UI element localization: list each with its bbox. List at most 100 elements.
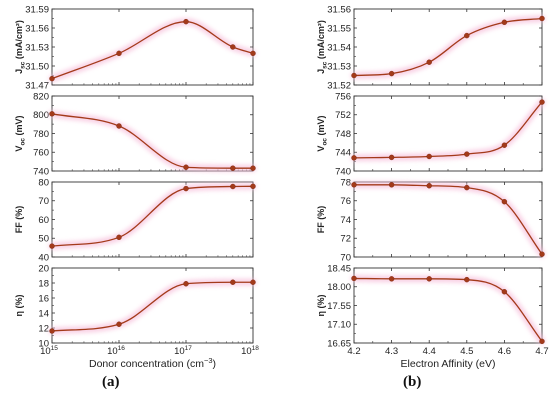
data-point — [183, 281, 189, 287]
data-point — [49, 111, 55, 117]
data-point — [116, 50, 122, 57]
data-point — [351, 72, 357, 79]
y-tick-label: 18.00 — [327, 282, 351, 293]
series-glow — [48, 110, 257, 172]
data-point — [501, 142, 508, 148]
data-point — [539, 338, 545, 345]
series-line — [51, 281, 253, 332]
figure: 31.47 31.50 31.53 31.56 31.59 Jsc (mA/cm²) 740… — [14, 4, 549, 370]
data-point — [250, 279, 256, 285]
y-axis-title: Voc (mV) — [316, 115, 329, 151]
y-tick-label: 820 — [33, 91, 49, 102]
y-tick-label: 31.52 — [327, 80, 351, 91]
y-tick-label: 31.56 — [25, 23, 49, 34]
data-point — [388, 154, 395, 161]
y-axis-title: FF (%) — [14, 206, 24, 234]
data-point — [426, 276, 432, 282]
x-tick-label: 4.7 — [535, 346, 548, 357]
subplot-b-eta: 16.65 17.10 17.55 18.00 18.45 4.2 4.3 4.4 4.5 4.6… — [316, 263, 549, 370]
y-tick-label: 31.54 — [327, 42, 351, 53]
data-point — [539, 251, 545, 257]
data-point — [250, 50, 256, 57]
y-tick-label: 80 — [38, 177, 49, 188]
panel-label-b: (b) — [403, 374, 422, 390]
y-tick-label: 752 — [335, 110, 351, 121]
data-point — [351, 182, 357, 188]
data-point — [539, 99, 545, 105]
y-tick-label: 31.47 — [25, 80, 49, 91]
data-point — [116, 321, 122, 327]
axes-frame — [353, 181, 543, 258]
series-glow — [350, 98, 546, 162]
subplot-b-voc: 740 744 748 752 756 Voc (mV) — [316, 91, 546, 177]
data-point — [116, 123, 122, 129]
x-tick-label: 1015 — [40, 345, 58, 357]
data-point — [230, 165, 236, 171]
data-point — [250, 165, 256, 171]
subplot-a-ff: 40 50 60 70 80 FF (%) — [14, 177, 257, 263]
data-point — [49, 75, 55, 82]
subplot-b-jsc: 31.52 31.53 31.54 31.55 31.56 Jsc (mA/cm²) — [316, 4, 546, 91]
y-tick-label: 740 — [33, 166, 49, 177]
y-tick-label: 760 — [33, 148, 49, 159]
data-point — [250, 183, 256, 190]
y-tick-label: 800 — [33, 110, 49, 121]
data-point — [49, 328, 55, 334]
series-glow — [350, 274, 546, 345]
data-point — [464, 151, 470, 157]
data-point — [388, 182, 395, 188]
data-point — [49, 243, 55, 249]
x-axis-title: Electron Affinity (eV) — [401, 358, 496, 370]
x-tick-label: 4.5 — [460, 346, 473, 357]
y-tick-label: 78 — [340, 177, 351, 188]
data-point — [388, 70, 395, 77]
subplot-a-voc: 740 760 780 800 820 Voc (mV) — [14, 91, 257, 177]
data-point — [501, 289, 508, 295]
subplot-a-eta: 10 12 14 16 18 20 1015 1016 1017 1018 Donor concen… — [14, 263, 259, 370]
y-axis-title: Jsc (mA/cm²) — [316, 20, 329, 74]
y-tick-label: 74 — [340, 215, 351, 226]
y-tick-label: 18 — [38, 278, 49, 289]
y-tick-label: 18.45 — [327, 263, 351, 274]
y-axis-title: Jsc (mA/cm²) — [14, 20, 27, 74]
series-line — [354, 184, 543, 255]
x-tick-label: 1016 — [107, 345, 125, 357]
data-point — [183, 164, 189, 170]
y-tick-label: 20 — [38, 263, 49, 274]
series-line — [353, 277, 543, 342]
x-tick-label: 4.6 — [498, 346, 511, 357]
data-point — [388, 276, 395, 282]
y-tick-label: 14 — [38, 308, 49, 319]
x-tick-label: 1018 — [241, 345, 259, 357]
series-glow — [48, 278, 257, 335]
x-tick-label: 4.2 — [347, 346, 360, 357]
data-point — [464, 276, 470, 283]
data-point — [426, 153, 432, 160]
y-tick-label: 70 — [340, 252, 351, 263]
y-tick-label: 756 — [335, 91, 351, 102]
y-tick-label: 60 — [38, 215, 49, 226]
y-tick-label: 31.50 — [25, 61, 49, 72]
y-tick-label: 10 — [38, 338, 49, 349]
y-tick-label: 31.53 — [25, 42, 49, 53]
x-tick-label: 4.4 — [423, 346, 436, 357]
y-tick-label: 31.56 — [327, 4, 351, 15]
axes-frame — [51, 95, 254, 172]
data-point — [351, 275, 357, 282]
series-line — [51, 185, 254, 247]
y-tick-label: 31.55 — [327, 23, 351, 34]
y-tick-label: 17.10 — [327, 320, 351, 331]
y-axis-title: FF (%) — [316, 206, 326, 234]
y-tick-label: 740 — [335, 166, 351, 177]
x-tick-label: 1017 — [174, 345, 192, 357]
y-tick-label: 780 — [33, 129, 49, 140]
series-glow — [48, 182, 257, 250]
y-axis-title: Voc (mV) — [14, 115, 27, 151]
y-tick-label: 16 — [38, 293, 49, 304]
series-glow — [48, 18, 257, 83]
data-point — [183, 185, 189, 192]
y-tick-label: 76 — [340, 196, 351, 207]
series-glow — [350, 181, 546, 258]
y-tick-label: 50 — [38, 234, 49, 245]
y-tick-label: 748 — [335, 129, 351, 140]
